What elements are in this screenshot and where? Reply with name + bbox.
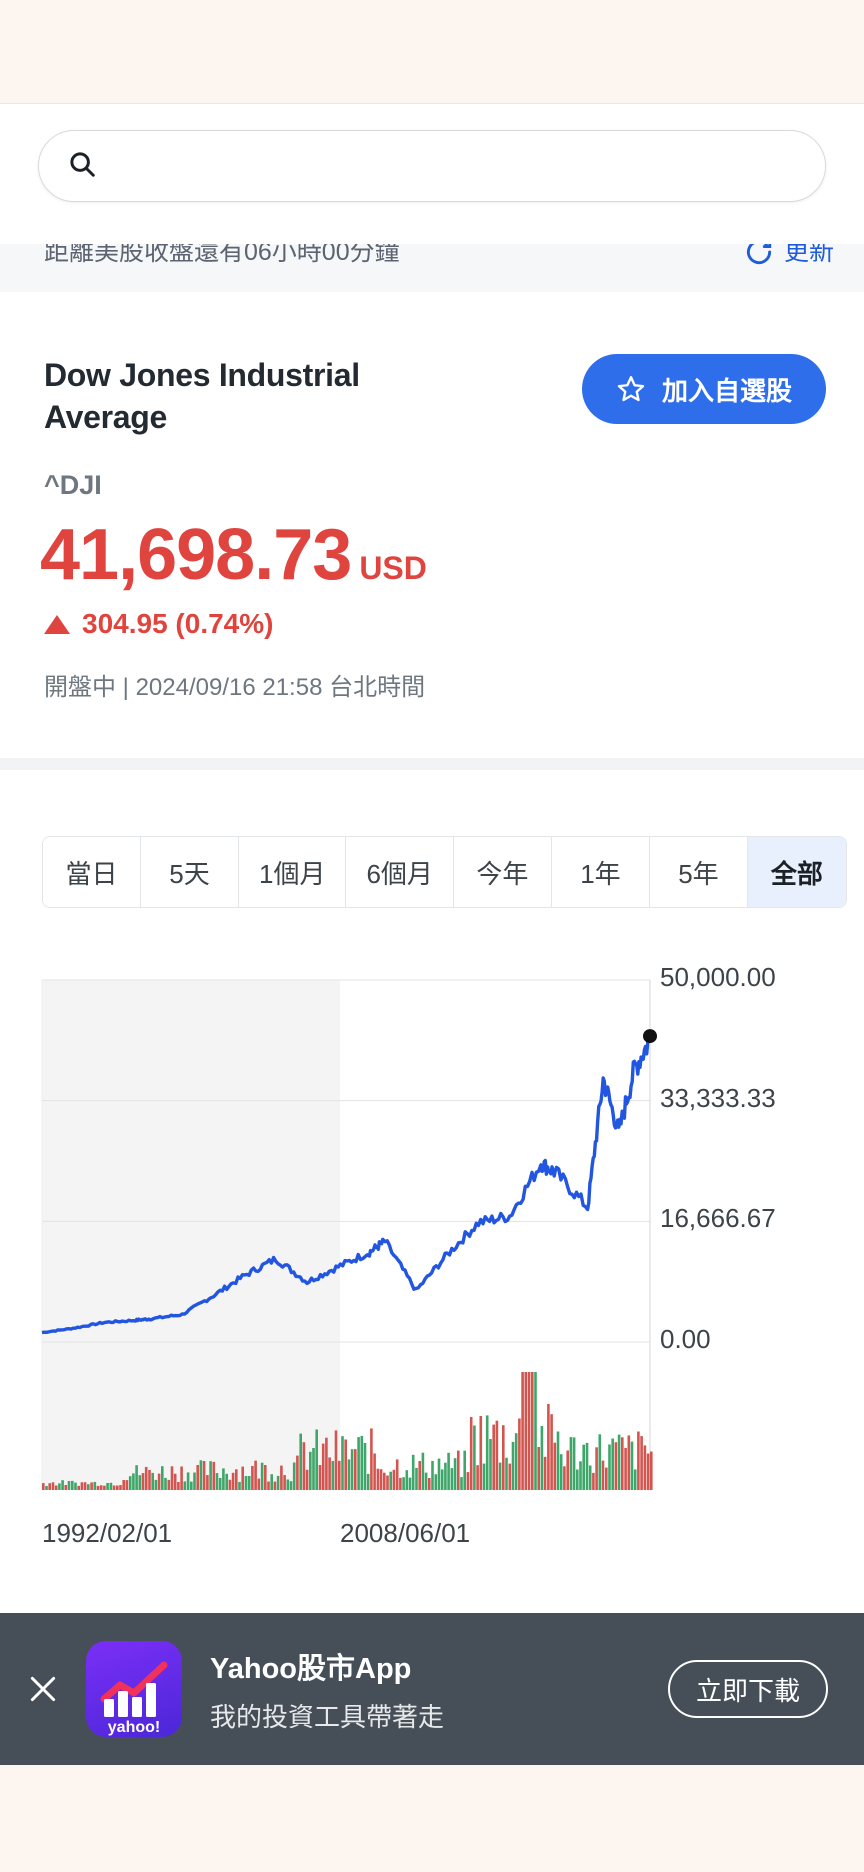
price-chart[interactable]: 50,000.00 33,333.33 16,666.67 0.00 1992/… bbox=[0, 960, 864, 1600]
close-icon bbox=[26, 1672, 60, 1706]
quote-card: Dow Jones Industrial Average ^DJI 41,698… bbox=[0, 292, 864, 770]
y-axis-label-0: 50,000.00 bbox=[660, 962, 776, 992]
refresh-label: 更新 bbox=[783, 244, 834, 266]
search-bar-region bbox=[0, 105, 864, 220]
ticker-symbol: ^DJI bbox=[44, 470, 102, 500]
price-row: 41,698.73 USD bbox=[40, 514, 427, 596]
tab-range-7[interactable]: 全部 bbox=[747, 837, 846, 907]
search-box[interactable] bbox=[38, 130, 826, 202]
banner-close-button[interactable] bbox=[0, 1613, 86, 1765]
currency-label: USD bbox=[359, 550, 427, 586]
banner-title: Yahoo股市App bbox=[210, 1652, 412, 1685]
x-axis-label-0: 1992/02/01 bbox=[42, 1518, 173, 1548]
tab-range-1[interactable]: 5天 bbox=[141, 837, 239, 907]
yahoo-stocks-app-icon: yahoo! bbox=[86, 1641, 182, 1737]
price-change-value: 304.95 (0.74%) bbox=[82, 608, 274, 639]
y-axis-label-2: 16,666.67 bbox=[660, 1203, 776, 1234]
chart-canvas bbox=[41, 979, 657, 1490]
banner-subtitle: 我的投資工具帶著走 bbox=[210, 1701, 445, 1732]
y-axis-label-1: 33,333.33 bbox=[660, 1082, 776, 1113]
price-change: 304.95 (0.74%) bbox=[44, 608, 273, 640]
watchlist-button-label: 加入自選股 bbox=[661, 375, 792, 406]
tab-range-4[interactable]: 今年 bbox=[453, 837, 552, 907]
browser-top-strip bbox=[0, 0, 864, 104]
page-title: Dow Jones Industrial Average bbox=[44, 357, 360, 436]
x-axis-label-1: 2008/06/01 bbox=[340, 1518, 471, 1548]
market-status-line: 開盤中 | 2024/09/16 21:58 台北時間 bbox=[44, 674, 426, 701]
banner-text-block: Yahoo股市App 我的投資工具帶著走 bbox=[210, 1645, 668, 1734]
tab-range-6[interactable]: 5年 bbox=[649, 837, 748, 907]
bottom-strip bbox=[0, 1765, 864, 1872]
range-tab-group: 當日 5天 1個月 6個月 今年 1年 5年 全部 bbox=[42, 836, 847, 908]
tab-range-2[interactable]: 1個月 bbox=[239, 837, 347, 907]
svg-text:yahoo!: yahoo! bbox=[108, 1719, 160, 1736]
star-icon bbox=[616, 374, 646, 404]
current-price: 41,698.73 bbox=[40, 515, 352, 595]
countdown-text: 距離美股收盤還有06小時00分鐘 bbox=[44, 244, 400, 266]
app-promo-banner: yahoo! Yahoo股市App 我的投資工具帶著走 立即下載 bbox=[0, 1613, 864, 1765]
refresh-button[interactable]: 更新 bbox=[744, 244, 834, 276]
tab-range-3[interactable]: 6個月 bbox=[346, 837, 454, 907]
download-app-button[interactable]: 立即下載 bbox=[667, 1660, 828, 1718]
y-axis-label-3: 0.00 bbox=[660, 1324, 711, 1354]
search-icon bbox=[67, 149, 97, 184]
market-countdown-bar: 距離美股收盤還有06小時00分鐘 更新 bbox=[0, 244, 864, 292]
refresh-icon bbox=[744, 244, 774, 267]
search-input[interactable] bbox=[113, 154, 797, 178]
tab-range-5[interactable]: 1年 bbox=[551, 837, 650, 907]
arrow-up-icon bbox=[44, 614, 70, 634]
tab-range-0[interactable]: 當日 bbox=[43, 837, 141, 907]
add-to-watchlist-button[interactable]: 加入自選股 bbox=[581, 354, 826, 424]
